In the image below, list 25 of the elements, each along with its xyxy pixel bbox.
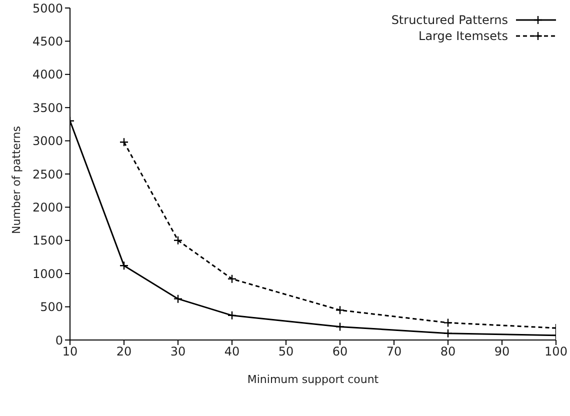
- y-tick-label: 3500: [32, 100, 63, 115]
- y-tick-label: 2000: [32, 200, 63, 214]
- x-tick-label: 10: [62, 344, 78, 359]
- x-tick-label: 50: [278, 344, 294, 359]
- y-tick-label: 4500: [32, 34, 63, 48]
- y-tick-label: 5000: [32, 1, 63, 16]
- y-tick-label: 1000: [32, 266, 63, 281]
- legend-label: Structured Patterns: [391, 13, 508, 27]
- y-tick-label: 4000: [32, 68, 63, 82]
- x-tick-label: 70: [386, 344, 402, 359]
- legend-label: Large Itemsets: [418, 29, 508, 43]
- y-tick-label: 2500: [32, 167, 63, 182]
- y-tick-label: 0: [55, 333, 63, 348]
- x-tick-label: 90: [494, 344, 510, 359]
- x-tick-label: 40: [224, 344, 240, 359]
- x-tick-label: 80: [440, 344, 456, 359]
- y-axis-title: Number of patterns: [10, 126, 23, 234]
- y-tick-label: 3000: [32, 134, 63, 148]
- x-tick-label: 100: [544, 344, 568, 359]
- x-tick-label: 60: [332, 344, 348, 359]
- x-tick-label: 20: [116, 344, 132, 359]
- x-axis-title: Minimum support count: [247, 373, 380, 386]
- x-tick-label: 30: [170, 344, 186, 359]
- y-tick-label: 1500: [32, 234, 63, 248]
- y-tick-label: 500: [40, 300, 63, 314]
